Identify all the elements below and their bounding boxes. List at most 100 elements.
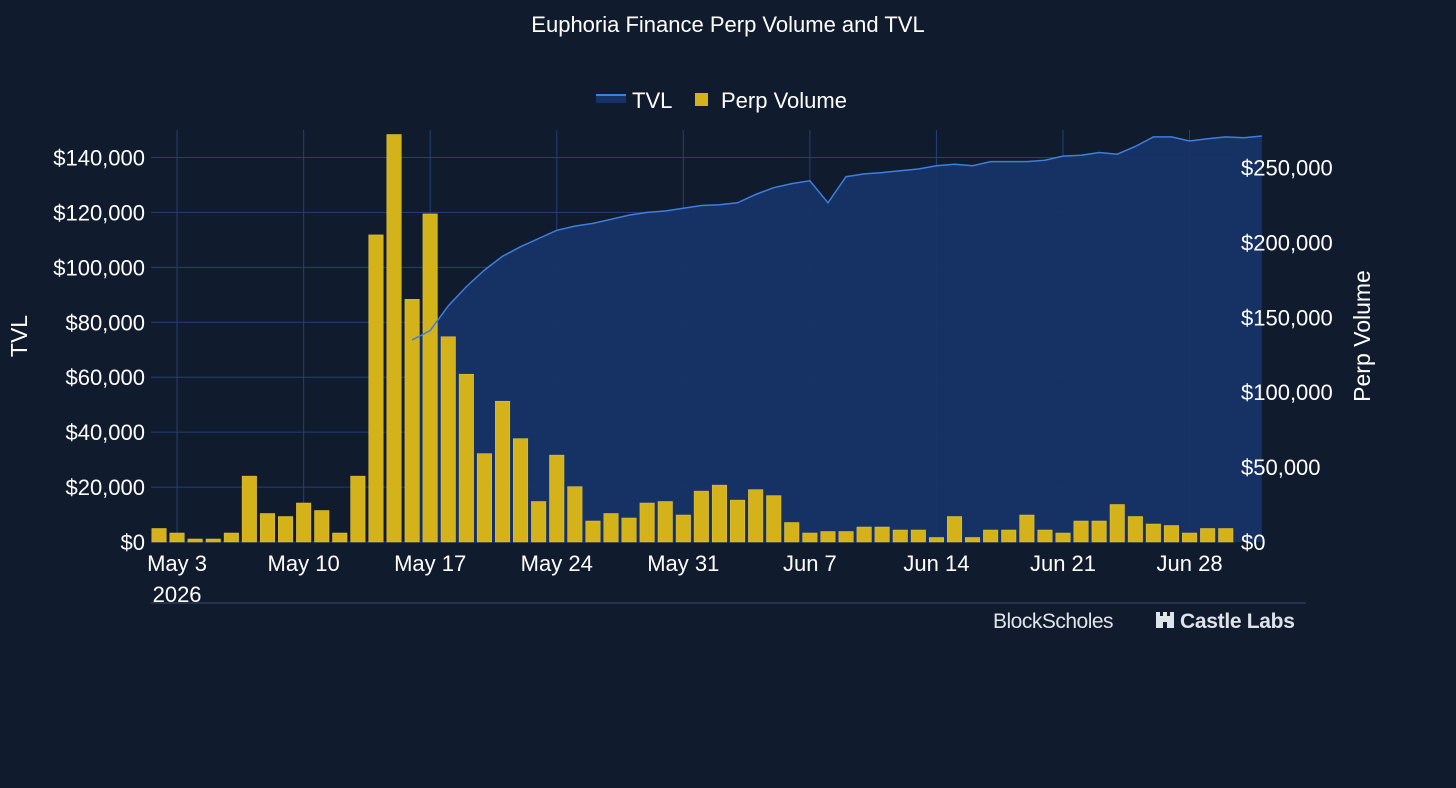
x-tick-label: May 3: [147, 551, 207, 576]
y2-tick-label: $200,000: [1241, 230, 1333, 255]
perp-volume-bar[interactable]: [675, 514, 691, 543]
perp-volume-bar[interactable]: [748, 489, 764, 543]
perp-volume-bar[interactable]: [621, 517, 637, 543]
y2-tick-label: $50,000: [1241, 455, 1321, 480]
perp-volume-bar[interactable]: [440, 336, 456, 543]
perp-volume-bar[interactable]: [1200, 528, 1216, 543]
y2-tick-label: $250,000: [1241, 155, 1333, 180]
perp-volume-bar[interactable]: [1019, 514, 1035, 543]
perp-volume-bar[interactable]: [802, 532, 818, 543]
perp-volume-bar[interactable]: [983, 529, 999, 543]
castle-icon: [1156, 612, 1174, 628]
perp-volume-bar[interactable]: [314, 510, 330, 543]
chart-title: Euphoria Finance Perp Volume and TVL: [531, 12, 924, 37]
perp-volume-bar[interactable]: [1055, 532, 1071, 543]
perp-volume-bar[interactable]: [711, 484, 727, 543]
perp-volume-bar[interactable]: [223, 532, 239, 543]
perp-volume-bar[interactable]: [784, 522, 800, 543]
perp-volume-bar[interactable]: [1037, 529, 1053, 543]
x-tick-label: Jun 28: [1157, 551, 1223, 576]
perp-volume-bar[interactable]: [151, 528, 167, 543]
y2-axis-title: Perp Volume: [1349, 270, 1375, 402]
legend-item-tvl[interactable]: TVL: [596, 88, 672, 113]
y-tick-label: $140,000: [53, 145, 145, 170]
perp-volume-bar[interactable]: [585, 520, 601, 543]
y-tick-label: $20,000: [65, 475, 145, 500]
perp-volume-bar[interactable]: [892, 529, 908, 543]
perp-volume-bar[interactable]: [910, 529, 926, 543]
perp-volume-bar[interactable]: [820, 531, 836, 543]
perp-volume-bar[interactable]: [350, 475, 366, 543]
perp-volume-bar[interactable]: [874, 526, 890, 543]
perp-volume-bar[interactable]: [1145, 523, 1161, 543]
perp-volume-bar[interactable]: [603, 513, 619, 543]
x-tick-label: May 17: [394, 551, 466, 576]
perp-volume-bar[interactable]: [332, 532, 348, 543]
perp-volume-bar[interactable]: [205, 538, 221, 543]
tvl-line-layer: [411, 135, 1262, 341]
perp-volume-bar[interactable]: [368, 234, 384, 543]
perp-volume-bar[interactable]: [458, 373, 474, 543]
perp-volume-bar[interactable]: [693, 490, 709, 543]
y-tick-label: $0: [121, 530, 145, 555]
perp-volume-bar[interactable]: [1001, 529, 1017, 543]
perp-volume-bar[interactable]: [1073, 520, 1089, 543]
y2-tick-label: $0: [1241, 530, 1265, 555]
perp-volume-bar[interactable]: [766, 495, 782, 543]
perp-volume-bar[interactable]: [386, 134, 402, 543]
perp-volume-bar[interactable]: [1127, 516, 1143, 543]
axis-layer: $0 $20,000 $40,000 $60,000 $80,000 $100,000 $1…: [53, 145, 1333, 607]
perp-volume-bar[interactable]: [947, 516, 963, 543]
perp-volume-bar[interactable]: [531, 501, 547, 543]
y-tick-label: $120,000: [53, 200, 145, 225]
perp-volume-bar[interactable]: [1182, 532, 1198, 543]
perp-volume-bar[interactable]: [476, 453, 492, 543]
castlelabs-logo-text: Castle Labs: [1180, 610, 1295, 633]
perp-volume-bar[interactable]: [296, 502, 312, 543]
perp-volume-bar[interactable]: [856, 526, 872, 543]
blockscholes-logo-text: BlockScholes: [993, 610, 1113, 633]
perp-volume-bar[interactable]: [241, 475, 257, 543]
castlelabs-logo: Castle Labs: [1156, 610, 1295, 633]
y2-tick-label: $100,000: [1241, 380, 1333, 405]
perp-volume-bar[interactable]: [928, 537, 944, 543]
perp-volume-bar[interactable]: [965, 537, 981, 543]
perp-volume-bar[interactable]: [1218, 528, 1234, 543]
tvl-area: [412, 136, 1262, 542]
perp-volume-bar[interactable]: [404, 299, 420, 543]
x-tick-label: Jun 14: [903, 551, 969, 576]
perp-volume-bar[interactable]: [730, 499, 746, 543]
perp-volume-bar[interactable]: [838, 531, 854, 543]
perp-volume-bar[interactable]: [1091, 520, 1107, 543]
legend-perp-volume-label: Perp Volume: [721, 88, 847, 113]
tvl-line[interactable]: [411, 135, 1262, 341]
perp-volume-bar[interactable]: [549, 454, 565, 543]
perp-volume-bar[interactable]: [639, 502, 655, 543]
x-tick-label: May 10: [268, 551, 340, 576]
perp-volume-bar-layer: [151, 134, 1234, 543]
x-tick-label: Jun 7: [783, 551, 837, 576]
y-tick-label: $100,000: [53, 255, 145, 280]
perp-volume-bar[interactable]: [1163, 525, 1179, 543]
perp-volume-bar[interactable]: [513, 438, 529, 543]
perp-volume-bar[interactable]: [278, 516, 294, 543]
legend-tvl-swatch: [596, 94, 626, 103]
perp-volume-bar[interactable]: [259, 513, 275, 543]
perp-volume-bar[interactable]: [657, 501, 673, 543]
perp-volume-bar[interactable]: [567, 486, 583, 543]
perp-volume-bar[interactable]: [1109, 504, 1125, 543]
legend-item-perp-volume[interactable]: Perp Volume: [695, 88, 847, 113]
perp-volume-bar[interactable]: [422, 213, 438, 543]
perp-volume-bar[interactable]: [169, 532, 185, 543]
blockscholes-logo: BlockScholes: [993, 610, 1114, 633]
legend-tvl-label: TVL: [632, 88, 672, 113]
perp-volume-bar[interactable]: [495, 400, 511, 543]
x-tick-label: May 24: [521, 551, 593, 576]
y-axis-title: TVL: [6, 315, 32, 357]
legend-perp-volume-swatch: [695, 93, 708, 106]
tvl-area-layer: [412, 136, 1262, 542]
x-tick-label: May 31: [647, 551, 719, 576]
perp-volume-bar[interactable]: [187, 538, 203, 543]
